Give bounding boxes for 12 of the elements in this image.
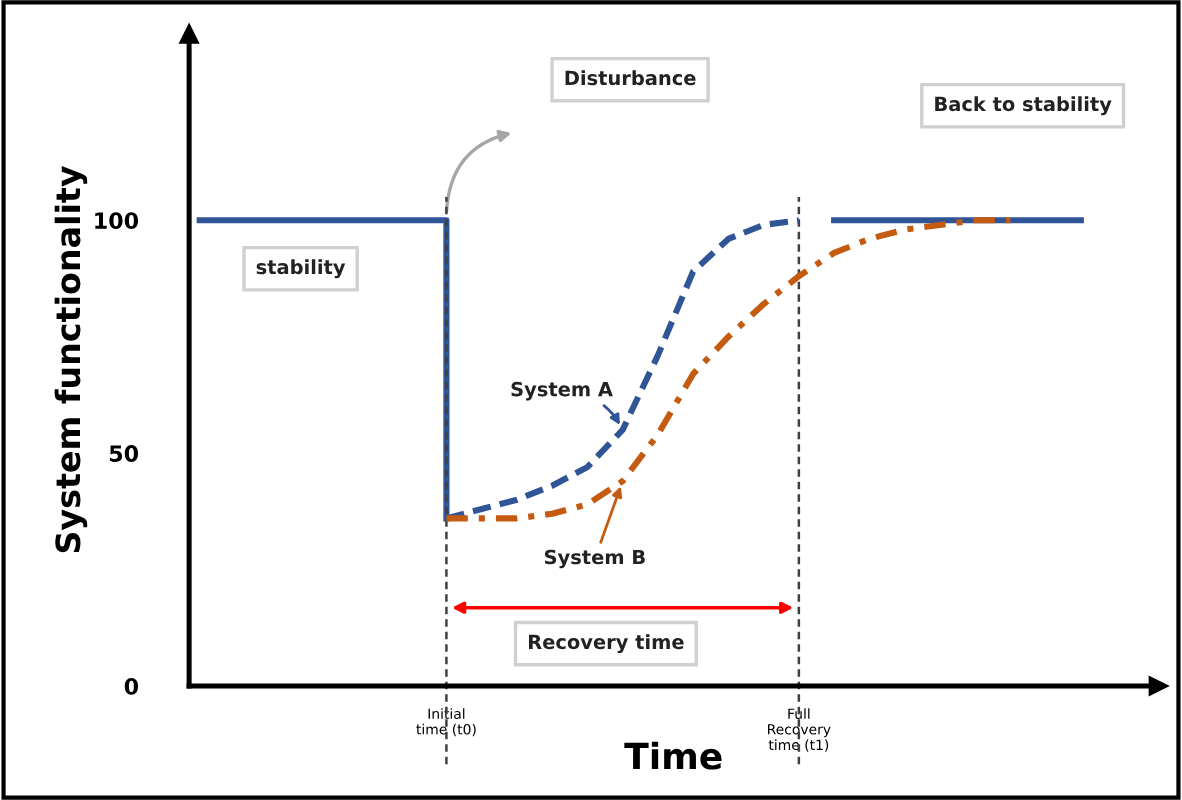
x-axis-title: Time bbox=[624, 741, 722, 770]
series-label: System B bbox=[544, 549, 645, 569]
line-series bbox=[443, 217, 1014, 522]
series-label: System A bbox=[511, 381, 613, 401]
y-tick-label: 100 bbox=[95, 212, 139, 230]
y-tick-label: 0 bbox=[124, 677, 139, 695]
annotation: stability bbox=[256, 259, 346, 279]
annotation: Back to stability bbox=[935, 96, 1112, 116]
annotation: Disturbance bbox=[565, 70, 696, 86]
annotation: Recovery time bbox=[529, 634, 684, 654]
y-axis-title: System functionality bbox=[54, 166, 88, 553]
y-tick-label: 50 bbox=[109, 445, 139, 462]
